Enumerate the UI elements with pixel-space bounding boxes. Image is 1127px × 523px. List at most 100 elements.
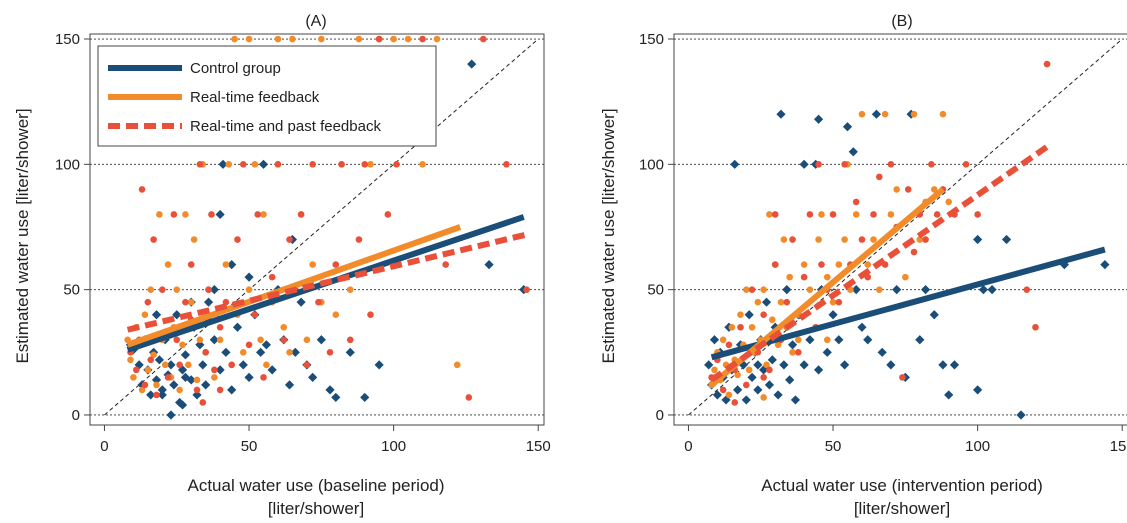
panel-b-point-realtime (939, 110, 947, 118)
panel-a: (A) Estimated water use [liter/shower] A… (13, 13, 551, 518)
panel-b-point-control (709, 335, 720, 345)
panel-a-point-control (261, 340, 271, 350)
panel-a-point-realtime (419, 161, 426, 168)
panel-a-point-realtime (164, 261, 172, 268)
panel-b-point-realtime (763, 361, 770, 369)
panel-a-point-past (465, 394, 473, 401)
panel-a-point-past (239, 161, 247, 168)
panel-a-point-past (170, 211, 178, 218)
panel-a-point-realtime (161, 361, 169, 369)
panel-a-point-past (187, 261, 195, 268)
panel-b-point-realtime (887, 211, 895, 218)
panel-a-point-past (479, 35, 487, 43)
panel-a-point-past (260, 374, 267, 381)
panel-b-point-realtime (748, 323, 756, 331)
panel-b-title: (B) (891, 13, 912, 30)
panel-a-point-past (303, 361, 311, 369)
panel-b-point-realtime (864, 261, 872, 268)
panel-a-point-control (151, 375, 162, 385)
panel-a-point-control (186, 375, 196, 385)
panel-a-point-control (308, 372, 318, 382)
panel-a-x-tick-label: 0 (100, 438, 108, 455)
panel-b-point-control (938, 360, 948, 370)
panel-a-point-control (360, 392, 370, 403)
panel-b-point-control (805, 335, 815, 345)
panel-b-x-tick-label: 0 (684, 438, 692, 455)
panel-a-point-realtime (216, 336, 224, 344)
panel-b-point-control (787, 340, 798, 350)
panel-a-point-control (172, 310, 182, 320)
legend-label-past: Real-time and past feedback (190, 118, 381, 135)
panel-b-point-control (785, 375, 795, 385)
panel-a-point-realtime (182, 211, 189, 218)
panel-b-point-control (767, 355, 777, 365)
panel-a-point-realtime (222, 261, 230, 268)
panel-a-point-past (245, 341, 253, 349)
panel-b-point-past (760, 374, 767, 381)
panel-b-point-control (764, 380, 775, 390)
panel-b-point-past (1032, 323, 1039, 331)
panel-b-point-realtime (719, 336, 727, 344)
panel-b-point-control (877, 347, 887, 357)
panel-a-point-control (166, 360, 176, 370)
panel-b-point-past (806, 211, 814, 218)
legend: Control group Real-time feedback Real-ti… (97, 45, 437, 147)
panel-b-point-realtime (852, 211, 860, 218)
panel-a-point-past (153, 391, 160, 399)
panel-a-point-past (205, 286, 212, 293)
panel-b-point-realtime (818, 211, 825, 218)
panel-a-point-control (203, 297, 214, 307)
panel-b-point-realtime (780, 236, 788, 243)
panel-b-x-tick-label: 150 (1110, 438, 1127, 455)
panel-b-point-realtime (800, 261, 808, 268)
panel-a-x-axis-label-unit: [liter/shower] (268, 499, 364, 518)
panel-a-point-control (238, 360, 248, 370)
panel-b-point-realtime (870, 236, 877, 243)
panel-a-point-realtime (286, 349, 293, 356)
panel-b-point-control (730, 159, 740, 169)
panel-a-point-past (141, 381, 149, 389)
panel-b-point-control (761, 297, 772, 307)
panel-a-point-control (325, 385, 335, 395)
panel-b-point-control (915, 335, 925, 345)
panel-a-point-control (157, 390, 167, 400)
panel-b-point-control (886, 360, 896, 370)
panel-b-point-control (1016, 410, 1026, 420)
panel-b-point-past (737, 323, 744, 331)
panel-a-point-realtime (179, 341, 186, 349)
panel-a-point-past (234, 236, 241, 243)
panel-b-point-past (731, 399, 739, 406)
panel-a-point-control (218, 159, 228, 169)
panel-a-point-control (134, 360, 144, 370)
panel-a-point-past (216, 386, 224, 394)
panel-a-point-control (177, 365, 188, 375)
panel-a-point-realtime (225, 161, 233, 168)
panel-b-point-control (949, 360, 960, 370)
panel-a-point-past (286, 236, 293, 243)
panel-a-point-past (393, 161, 400, 168)
panel-b-point-realtime (711, 366, 718, 374)
panel-b-point-control (776, 109, 786, 119)
panel-b-point-realtime (725, 391, 733, 399)
panel-a-point-control (209, 335, 219, 345)
panel-b-point-control (813, 114, 824, 124)
panel-b-x-axis-label-unit: [liter/shower] (854, 499, 950, 518)
panel-b-point-past (815, 161, 822, 168)
panel-a-point-realtime (274, 35, 282, 43)
panel-a-point-control (201, 380, 211, 390)
panel-a-point-past (338, 161, 345, 168)
panel-a-point-past (274, 161, 282, 168)
panel-a-point-realtime (231, 35, 238, 43)
panel-b-plot-frame (673, 33, 1127, 426)
panel-b-point-past (725, 341, 733, 349)
panel-b-point-control (753, 360, 763, 370)
panel-b-point-control (822, 347, 832, 357)
panel-b-point-control (1001, 234, 1012, 245)
panel-b-point-past (887, 161, 895, 168)
panel-b-diagonal-reference-line (688, 38, 1123, 416)
panel-a-point-realtime (147, 286, 155, 293)
panel-b-point-past (829, 211, 837, 218)
panel-a-point-past (251, 311, 259, 319)
panel-b-point-past (795, 349, 802, 356)
